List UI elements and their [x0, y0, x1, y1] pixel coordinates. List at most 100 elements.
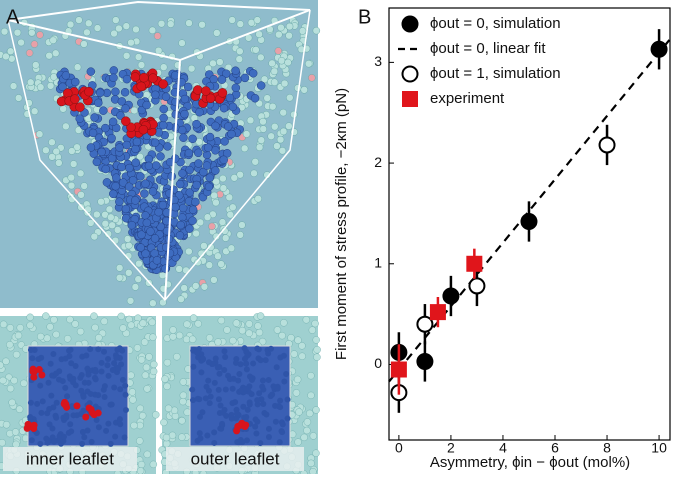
lipid: [312, 406, 320, 414]
lipid: [256, 390, 263, 397]
lipid: [125, 163, 134, 173]
lipid: [127, 321, 135, 329]
lipid: [84, 19, 93, 28]
lipid: [228, 411, 235, 418]
lipid: [161, 264, 170, 273]
lipid: [30, 424, 38, 432]
lipid: [78, 387, 85, 394]
lipid: [136, 243, 145, 252]
lipid: [185, 19, 193, 27]
lipid: [124, 182, 134, 191]
lipid: [135, 259, 143, 268]
lipid: [143, 385, 151, 393]
lipid: [246, 116, 255, 125]
lipid: [196, 413, 203, 420]
lipid: [113, 226, 122, 234]
y-tick-label: 0: [374, 355, 382, 371]
lipid: [211, 166, 220, 175]
lipid: [309, 432, 318, 440]
lipid: [236, 371, 243, 378]
lipid: [77, 374, 84, 381]
lipid: [25, 49, 34, 57]
lipid: [136, 467, 145, 475]
lipid: [252, 416, 259, 423]
lipid: [205, 132, 215, 142]
lipid: [194, 159, 203, 168]
lipid: [139, 72, 149, 83]
lipid: [117, 421, 124, 428]
lipid: [65, 429, 72, 436]
lipid: [53, 370, 60, 377]
lipid: [49, 425, 56, 432]
lipid: [69, 160, 78, 168]
lipid: [101, 123, 110, 133]
lipid: [179, 397, 187, 406]
lipid: [277, 404, 284, 411]
lipid: [312, 336, 320, 344]
lipid: [245, 329, 253, 337]
lipid: [112, 433, 119, 440]
lipid: [188, 335, 197, 343]
lipid: [56, 433, 63, 440]
lipid: [236, 47, 244, 56]
lipid: [229, 400, 236, 407]
lipid: [80, 393, 87, 400]
lipid: [136, 437, 144, 445]
lipid: [260, 401, 267, 408]
lipid: [162, 433, 171, 442]
lipid: [154, 46, 163, 55]
lipid: [45, 379, 52, 386]
inset-label: inner leaflet: [26, 449, 114, 468]
lipid: [52, 147, 61, 156]
lipid: [203, 383, 210, 390]
lipid: [112, 173, 121, 182]
lipid: [53, 399, 60, 406]
lipid: [215, 386, 222, 393]
lipid: [141, 249, 150, 258]
lipid: [163, 382, 171, 391]
lipid: [278, 331, 286, 340]
lipid: [285, 22, 294, 31]
lipid: [123, 235, 132, 243]
lipid: [71, 320, 79, 328]
lipid: [222, 149, 232, 158]
lipid: [42, 312, 50, 320]
lipid: [86, 143, 96, 152]
lipid: [295, 408, 303, 416]
lipid: [185, 188, 195, 197]
lipid: [253, 16, 262, 24]
lipid: [140, 189, 149, 198]
lipid: [312, 26, 321, 35]
lipid: [183, 320, 191, 328]
lipid: [230, 174, 239, 182]
legend-label: ϕout = 1, simulation: [430, 65, 561, 82]
lipid: [51, 438, 58, 445]
lipid: [273, 364, 280, 371]
lipid: [198, 369, 205, 376]
lipid: [63, 335, 72, 343]
lipid: [293, 375, 302, 384]
lipid: [268, 59, 276, 68]
lipid: [121, 104, 130, 113]
lipid: [256, 312, 265, 320]
lipid: [111, 384, 118, 391]
lipid: [80, 40, 88, 48]
lipid: [185, 224, 194, 233]
lipid: [307, 372, 315, 380]
lipid: [68, 147, 76, 155]
lipid: [251, 158, 259, 166]
label-box: [3, 447, 137, 471]
lipid: [221, 234, 230, 242]
lipid: [221, 348, 228, 355]
lipid: [16, 324, 24, 332]
spheres: [0, 16, 321, 478]
lipid: [67, 421, 74, 428]
lipid: [141, 371, 150, 379]
marker: [442, 287, 460, 305]
lipid: [171, 202, 180, 212]
lipid: [294, 336, 302, 344]
lipid: [279, 429, 286, 436]
legend-label: ϕout = 0, linear fit: [430, 40, 546, 57]
lipid: [309, 468, 317, 476]
lipid: [241, 355, 248, 362]
